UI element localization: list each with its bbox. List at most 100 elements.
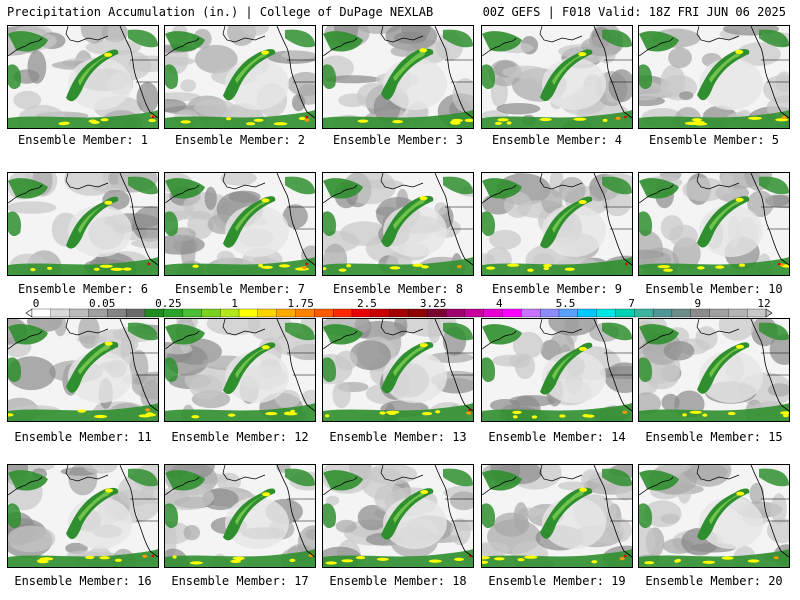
member-caption-prefix: Ensemble Member: [332, 133, 456, 147]
ensemble-member-caption: Ensemble Member: 15 [635, 430, 793, 444]
member-caption-prefix: Ensemble Member: [491, 133, 615, 147]
ensemble-member-caption: Ensemble Member: 8 [319, 282, 477, 296]
run-valid-time: 00Z GEFS | F018 Valid: 18Z FRI JUN 06 20… [482, 5, 786, 19]
legend-swatch [332, 308, 353, 318]
ensemble-member-map [322, 172, 474, 276]
legend-swatch [182, 308, 202, 318]
legend-swatch [351, 308, 372, 318]
legend-tick-label: 0 [32, 297, 40, 310]
legend-swatch [257, 308, 278, 318]
member-caption-prefix: Ensemble Member: [488, 574, 612, 588]
legend-swatch [163, 308, 184, 318]
legend-swatch [445, 308, 466, 318]
ensemble-member-caption: Ensemble Member: 2 [161, 133, 319, 147]
ensemble-member-map [481, 464, 633, 568]
member-number: 12 [294, 430, 309, 444]
legend-swatch [558, 308, 579, 318]
member-number: 11 [137, 430, 152, 444]
legend-swatch [125, 308, 146, 318]
member-number: 13 [452, 430, 467, 444]
legend-swatch [201, 308, 221, 318]
member-number: 18 [452, 574, 467, 588]
ensemble-member-caption: Ensemble Member: 5 [635, 133, 793, 147]
ensemble-member-caption: Ensemble Member: 11 [4, 430, 162, 444]
legend-swatch [502, 308, 522, 318]
member-number: 19 [611, 574, 626, 588]
member-caption-prefix: Ensemble Member: [645, 282, 769, 296]
member-caption-prefix: Ensemble Member: [329, 574, 453, 588]
member-number: 9 [614, 282, 623, 296]
member-caption-prefix: Ensemble Member: [171, 430, 295, 444]
ensemble-member-caption: Ensemble Member: 7 [161, 282, 319, 296]
legend-swatch [314, 308, 334, 318]
legend-swatch [652, 308, 673, 318]
ensemble-member-map [638, 464, 790, 568]
member-caption-prefix: Ensemble Member: [645, 430, 769, 444]
legend-swatch [370, 308, 391, 318]
member-number: 2 [297, 133, 306, 147]
member-caption-prefix: Ensemble Member: [332, 282, 456, 296]
ensemble-member-map [638, 318, 790, 422]
member-caption-prefix: Ensemble Member: [645, 574, 769, 588]
legend-tick-label: 12 [757, 297, 771, 310]
ensemble-member-map [638, 172, 790, 276]
legend-swatch [709, 308, 729, 318]
ensemble-member-map [7, 25, 159, 129]
legend-swatch [276, 308, 296, 318]
member-number: 16 [137, 574, 152, 588]
ensemble-member-caption: Ensemble Member: 20 [635, 574, 793, 588]
ensemble-member-map [322, 25, 474, 129]
legend-swatch [577, 308, 598, 318]
ensemble-member-caption: Ensemble Member: 12 [161, 430, 319, 444]
member-number: 8 [455, 282, 464, 296]
ensemble-member-map [322, 318, 474, 422]
ensemble-member-caption: Ensemble Member: 1 [4, 133, 162, 147]
ensemble-member-map [7, 318, 159, 422]
legend-swatch [728, 308, 748, 318]
legend-tick-label: 7 [628, 297, 635, 310]
ensemble-member-map [164, 25, 316, 129]
ensemble-member-map [7, 464, 159, 568]
ensemble-member-caption: Ensemble Member: 16 [4, 574, 162, 588]
ensemble-member-caption: Ensemble Member: 18 [319, 574, 477, 588]
ensemble-member-map [164, 464, 316, 568]
legend-swatch [238, 308, 259, 318]
ensemble-member-caption: Ensemble Member: 14 [478, 430, 636, 444]
legend-swatch [671, 308, 692, 318]
legend-swatch [464, 308, 485, 318]
legend-swatch [596, 308, 616, 318]
member-number: 15 [768, 430, 783, 444]
legend-swatch [634, 308, 654, 318]
legend-swatch [220, 308, 240, 318]
legend-swatch [521, 308, 541, 318]
member-caption-prefix: Ensemble Member: [648, 133, 772, 147]
ensemble-member-caption: Ensemble Member: 10 [635, 282, 793, 296]
legend-swatch [389, 308, 409, 318]
member-caption-prefix: Ensemble Member: [329, 430, 453, 444]
precip-color-legend [25, 308, 773, 318]
ensemble-member-caption: Ensemble Member: 13 [319, 430, 477, 444]
member-number: 3 [455, 133, 464, 147]
legend-swatch [690, 308, 710, 318]
member-number: 4 [614, 133, 623, 147]
member-caption-prefix: Ensemble Member: [174, 133, 298, 147]
member-number: 14 [611, 430, 626, 444]
member-number: 1 [140, 133, 149, 147]
member-number: 20 [768, 574, 783, 588]
ensemble-member-map [481, 172, 633, 276]
legend-tick-label: 1.75 [287, 297, 314, 310]
legend-swatch [50, 308, 71, 318]
legend-tick-label: 2.5 [356, 297, 377, 310]
member-number: 6 [140, 282, 149, 296]
legend-swatch [69, 308, 89, 318]
ensemble-member-map [481, 25, 633, 129]
ensemble-member-caption: Ensemble Member: 19 [478, 574, 636, 588]
legend-swatch [483, 308, 503, 318]
ensemble-member-caption: Ensemble Member: 3 [319, 133, 477, 147]
member-caption-prefix: Ensemble Member: [174, 282, 298, 296]
ensemble-member-map [7, 172, 159, 276]
ensemble-member-map [164, 172, 316, 276]
ensemble-member-map [638, 25, 790, 129]
legend-tick-label: 3.25 [419, 297, 447, 310]
legend-min-arrow [25, 308, 33, 318]
